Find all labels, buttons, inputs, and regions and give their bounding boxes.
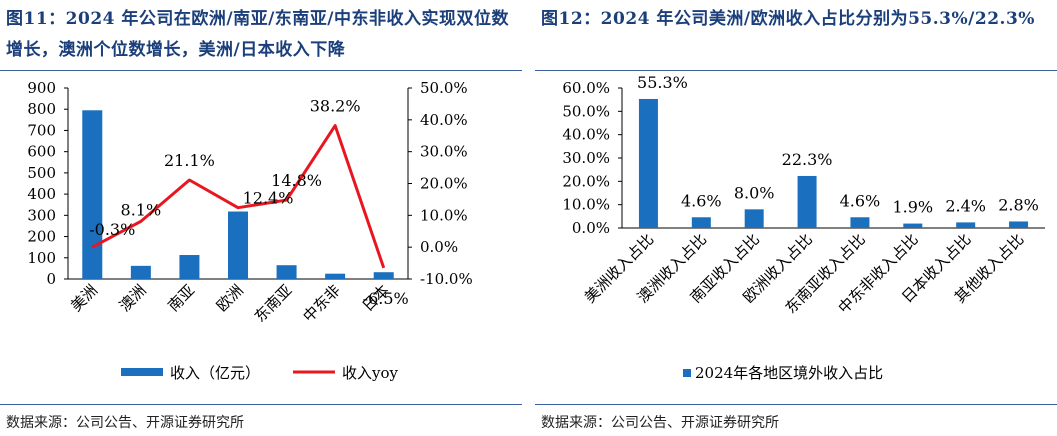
x-category-label: 中东非 [299,281,344,326]
share-bar [903,223,923,228]
yoy-data-label: 14.8% [271,171,322,190]
left-y-tick-label: 400 [27,185,56,203]
revenue-yoy-chart: 0 100 200 300 400 500 600 700 800 900 -10.0% 0.0% 10… [27,79,473,382]
share-data-label: 22.3% [782,150,833,169]
left-y-tick-label: 200 [27,228,56,246]
yoy-data-label: 8.1% [121,200,162,219]
y-tick-label: 20.0% [562,172,610,190]
left-y-tick-label: 600 [27,143,56,161]
y-tick-label: 10.0% [562,196,610,214]
x-category-label: 美洲 [67,281,101,315]
left-y-tick-label: 800 [27,100,56,118]
region-share-chart: 0.0% 10.0% 20.0% 30.0% 40.0% 50.0% 60.0% 55.3% 4… [562,73,1045,382]
right-y-tick-label: 20.0% [420,175,468,193]
x-category-label: 南亚 [164,281,198,315]
share-data-label: 55.3% [637,73,688,92]
right-bottom-rule [535,404,1057,405]
revenue-bar [276,265,297,279]
left-figure-title: 图11：2024 年公司在欧洲/南亚/东南亚/中东非收入实现双位数增长，澳洲个位… [6,9,510,60]
yoy-data-label: 21.1% [164,151,215,170]
right-y-tick-label: 30.0% [420,143,468,161]
x-category-label: 澳洲 [116,281,150,315]
share-data-label: 4.6% [681,191,722,210]
left-figure-panel: 图11：2024 年公司在欧洲/南亚/东南亚/中东非收入实现双位数增长，澳洲个位… [0,0,522,436]
share-bar [1009,221,1029,228]
revenue-bar [82,110,103,280]
share-data-label: 2.8% [998,195,1039,214]
right-y-tick-label: 40.0% [420,111,468,129]
yoy-data-label: 38.2% [310,97,361,116]
revenue-bar [130,265,151,279]
right-source-note: 数据来源：公司公告、开源证券研究所 [541,415,779,431]
left-y-tick-label: 300 [27,206,56,224]
legend-share-swatch [683,369,691,377]
left-y-tick-label: 900 [27,79,56,97]
y-tick-label: 50.0% [562,102,610,120]
share-bar [638,98,658,228]
y-tick-label: 40.0% [562,126,610,144]
right-y-tick-label: 50.0% [420,79,468,97]
left-bottom-rule [0,404,522,405]
left-source-note: 数据来源：公司公告、开源证券研究所 [6,415,244,431]
legend-share-label: 2024年各地区境外收入占比 [695,364,883,382]
yoy-data-label: -6.5% [363,289,409,308]
right-y-tick-label: 0.0% [420,238,458,256]
y-tick-label: 60.0% [562,79,610,97]
x-category-label: 东南亚 [251,281,296,326]
left-y-tick-label: 0 [46,270,56,288]
share-bar [691,217,711,228]
share-bar [850,217,870,228]
right-figure-panel: 图12：2024 年公司美洲/欧洲收入占比分别为55.3%/22.3% 0.0%… [535,0,1057,436]
right-title-rule [535,70,1057,71]
legend-revenue-swatch [121,368,163,376]
x-category-label: 欧洲 [213,281,247,315]
right-figure-title: 图12：2024 年公司美洲/欧洲收入占比分别为55.3%/22.3% [541,9,1035,29]
yoy-data-label: 12.4% [243,189,294,208]
share-data-label: 8.0% [734,183,775,202]
y-tick-label: 0.0% [572,219,610,237]
right-y-tick-label: 10.0% [420,206,468,224]
legend-yoy-label: 收入yoy [342,364,399,382]
left-y-tick-label: 100 [27,249,56,267]
share-data-label: 4.6% [840,191,881,210]
revenue-bar [373,272,394,279]
left-y-tick-label: 700 [27,121,56,139]
left-y-tick-label: 500 [27,164,56,182]
yoy-line [91,124,386,269]
revenue-bar [228,211,248,279]
share-data-label: 1.9% [892,198,933,217]
yoy-data-label: -0.3% [89,220,135,239]
legend-revenue-label: 收入（亿元） [170,364,260,382]
share-bar [956,222,976,228]
share-bar [744,209,764,228]
revenue-bar [179,255,200,279]
right-y-tick-label: -10.0% [420,270,473,288]
y-tick-label: 30.0% [562,149,610,167]
share-bar [797,175,817,228]
share-data-label: 2.4% [945,196,986,215]
revenue-bar [325,273,346,279]
left-title-rule [0,70,522,71]
